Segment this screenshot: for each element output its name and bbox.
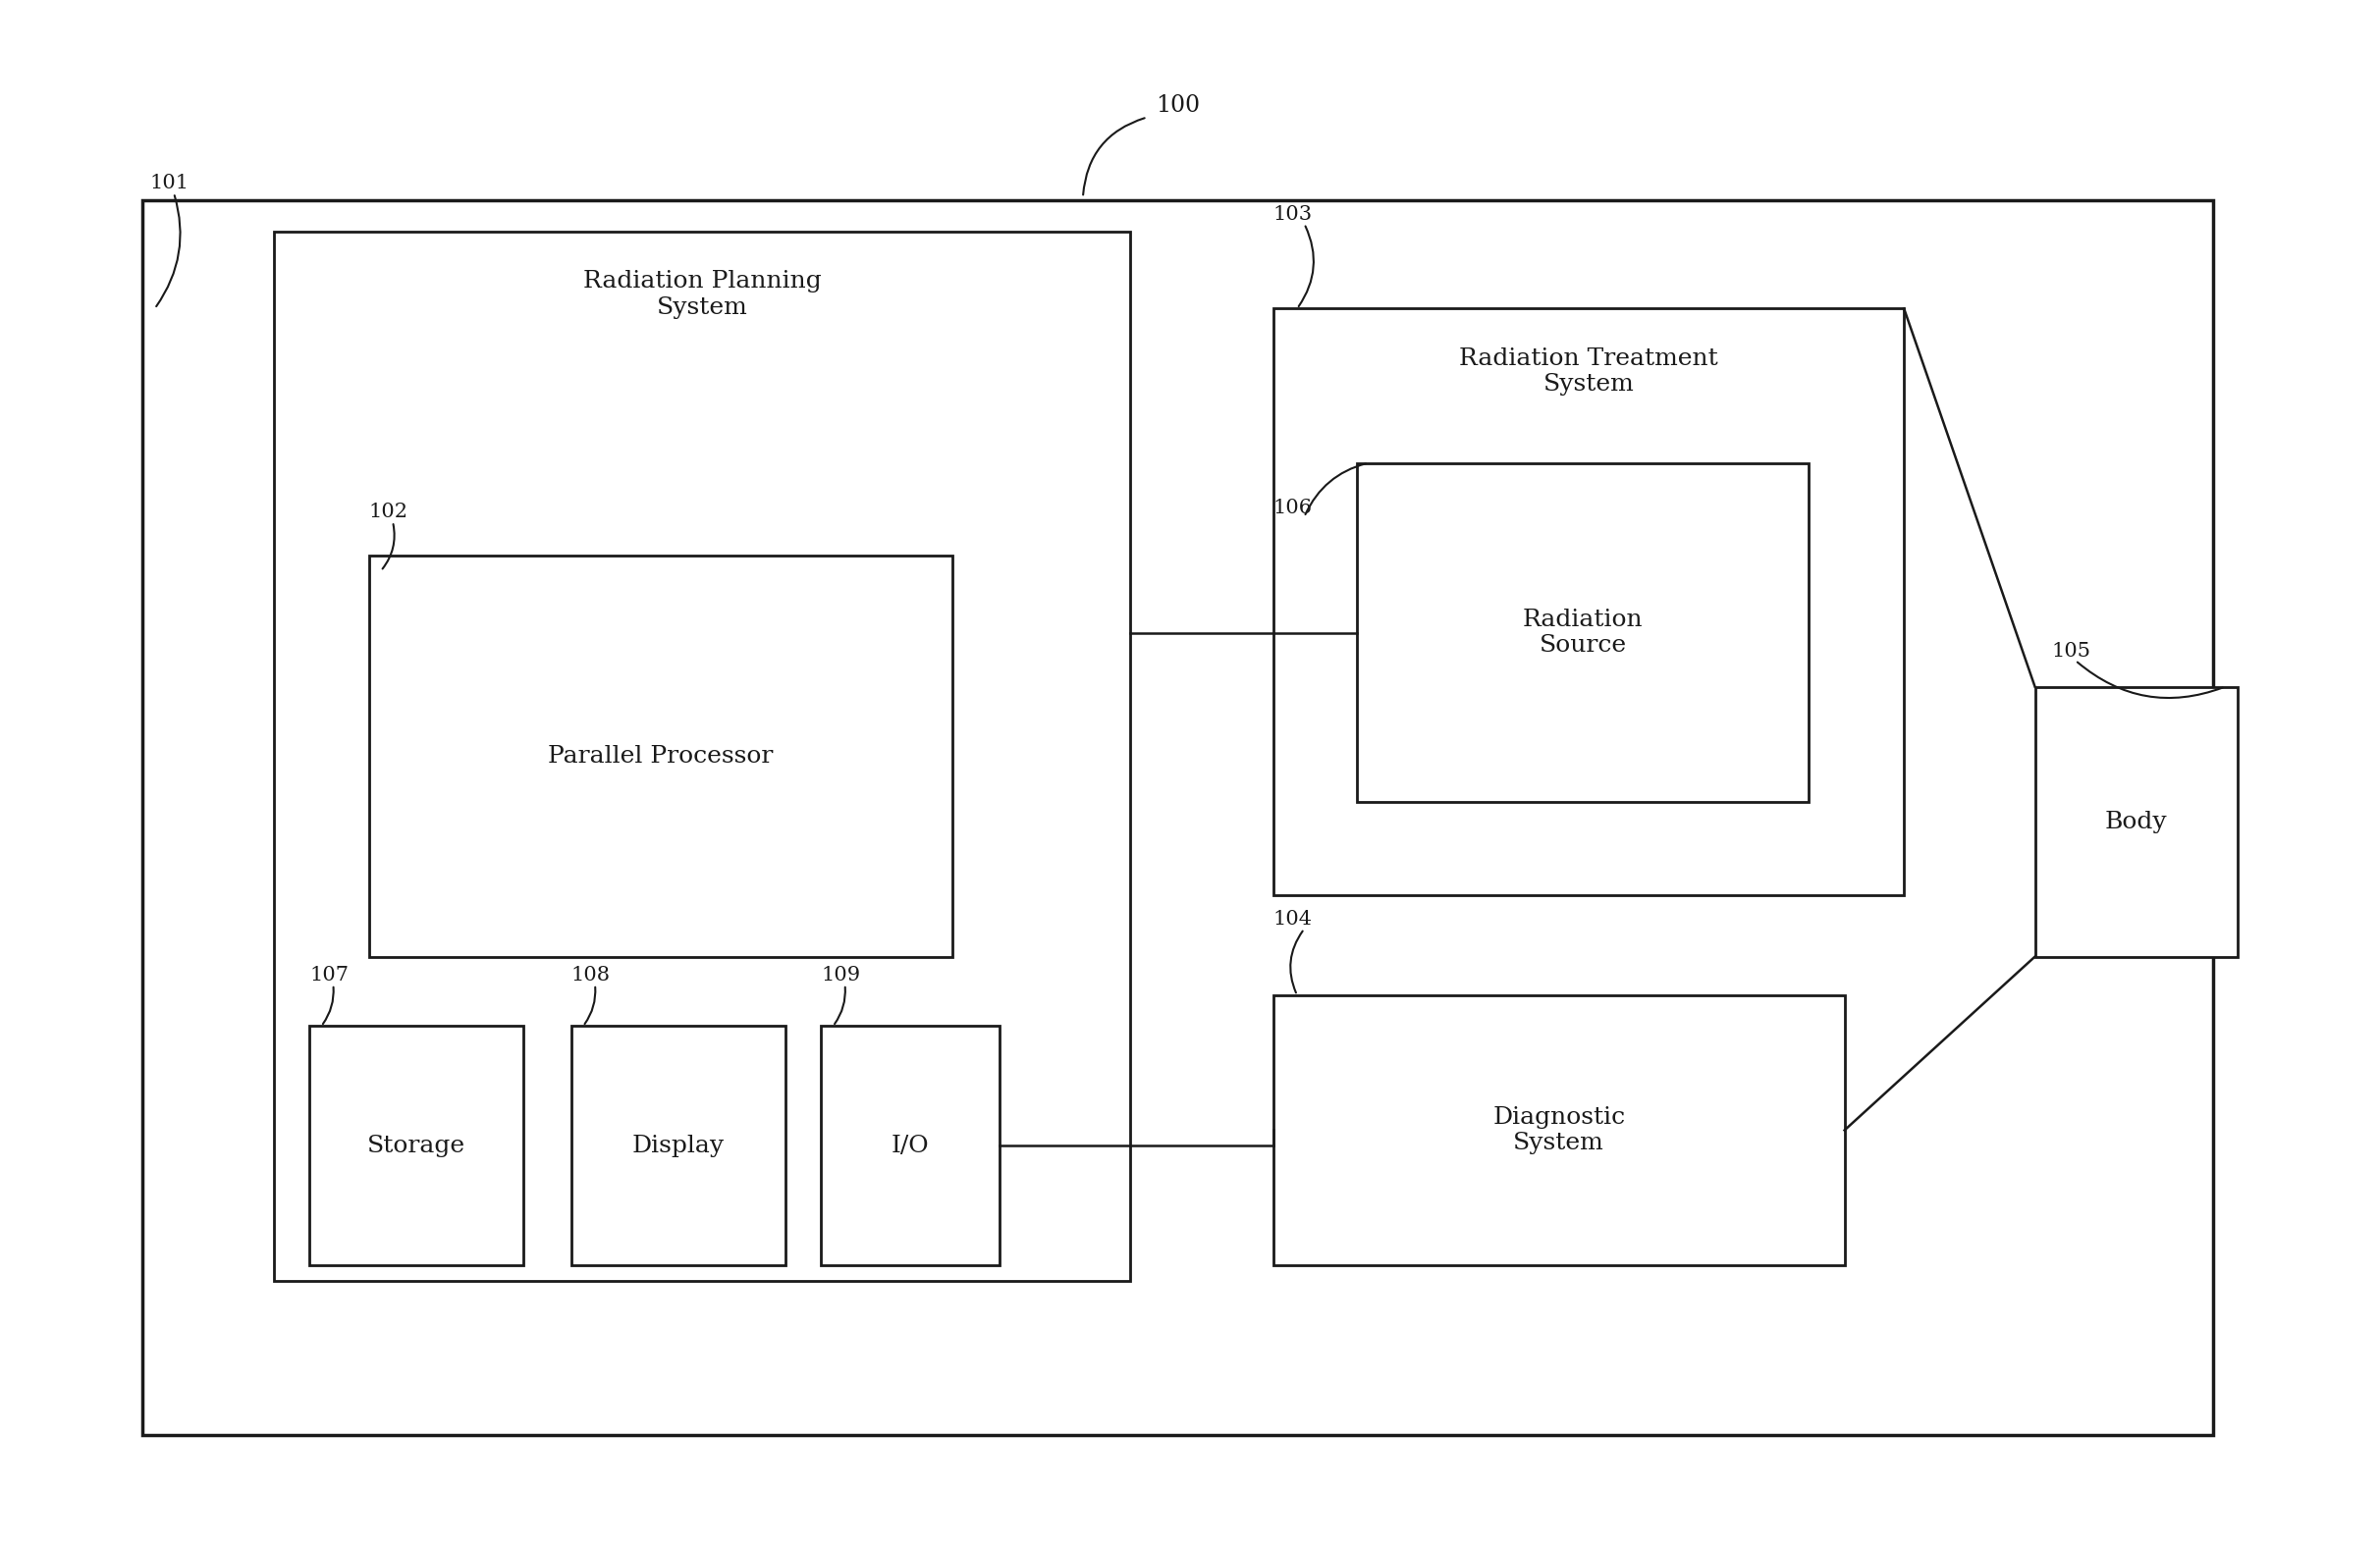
- Bar: [143, 201, 2213, 1435]
- Text: Radiation Treatment
System: Radiation Treatment System: [1459, 347, 1718, 397]
- Bar: [1357, 463, 1809, 802]
- Text: Radiation Planning
System: Radiation Planning System: [583, 270, 821, 319]
- Text: 108: 108: [571, 966, 612, 984]
- Text: Radiation
Source: Radiation Source: [1523, 608, 1642, 657]
- Bar: [369, 555, 952, 957]
- Bar: [2035, 687, 2237, 957]
- Text: Body: Body: [2104, 810, 2168, 833]
- Text: 100: 100: [1157, 94, 1200, 117]
- Bar: [571, 1026, 785, 1265]
- Text: 104: 104: [1273, 910, 1314, 929]
- Text: 109: 109: [821, 966, 862, 984]
- Text: Parallel Processor: Parallel Processor: [547, 745, 773, 767]
- Text: 105: 105: [2052, 642, 2092, 660]
- Text: 102: 102: [369, 503, 409, 522]
- Text: Display: Display: [633, 1134, 724, 1157]
- Text: 106: 106: [1273, 498, 1314, 517]
- Text: 103: 103: [1273, 205, 1314, 224]
- Text: 107: 107: [309, 966, 350, 984]
- Bar: [1273, 995, 1844, 1265]
- Text: Diagnostic
System: Diagnostic System: [1492, 1106, 1626, 1154]
- Text: Storage: Storage: [367, 1134, 466, 1157]
- Bar: [821, 1026, 1000, 1265]
- Bar: [309, 1026, 524, 1265]
- Text: 101: 101: [150, 174, 190, 193]
- Bar: [274, 231, 1130, 1281]
- Text: I/O: I/O: [892, 1134, 928, 1157]
- Bar: [1273, 309, 1904, 895]
